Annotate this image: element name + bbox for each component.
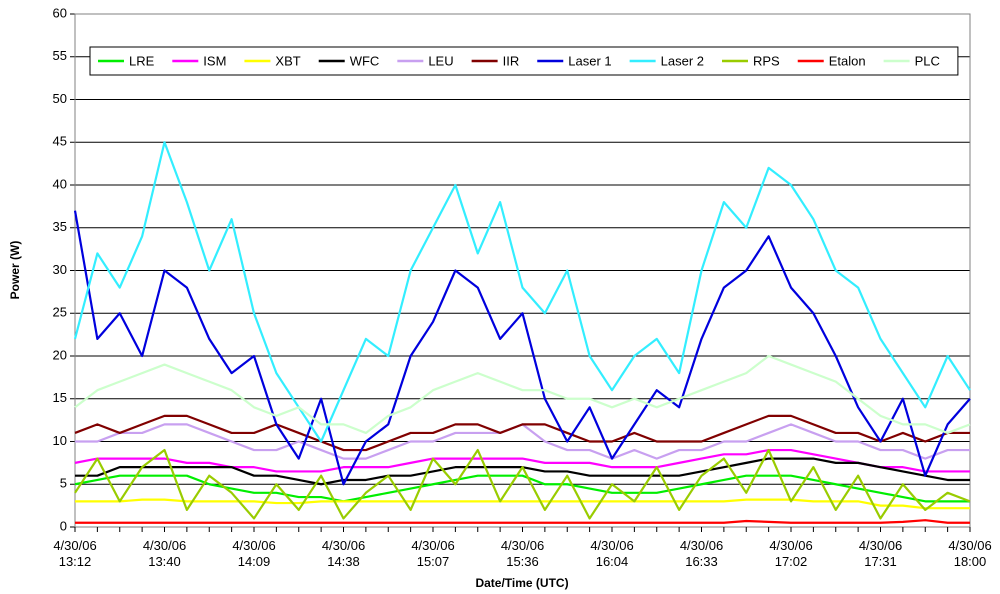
legend-label: Laser 2 [661,53,704,68]
series-line [75,498,970,510]
y-tick-label: 25 [53,305,67,320]
x-tick-label: 4/30/06 14:38 [321,538,366,569]
legend-label: LRE [129,53,155,68]
legend-label: RPS [753,53,780,68]
series-line [73,210,971,486]
series-line [73,141,971,443]
y-tick-label: 20 [53,347,67,362]
y-tick-label: 10 [53,433,67,448]
x-tick-label: 4/30/06 16:04 [590,538,634,569]
legend-label: PLC [915,53,940,68]
series-line [74,448,971,520]
legend-label: LEU [428,53,453,68]
legend-label: ISM [203,53,226,68]
y-tick-label: 60 [53,5,67,20]
legend: LRE ISM XBT WFC LEU IIR Laser 1 Laser 2 RPS Etalo… [89,46,959,76]
x-tick-label: 4/30/06 16:33 [679,538,724,569]
x-tick-label: 4/30/06 17:02 [769,538,813,569]
y-tick-label: 45 [53,134,67,149]
legend-label: XBT [275,53,300,68]
y-tick-label: 30 [53,262,67,277]
x-tick-label: 4/30/06 17:31 [858,538,903,569]
x-axis-title: Date/Time (UTC) [475,576,568,590]
y-tick-label: 0 [60,518,67,533]
legend-label: IIR [503,53,520,68]
x-tick-label: 4/30/06 14:09 [232,538,276,569]
y-axis-title: Power (W) [8,241,22,300]
y-tick-label: 55 [53,48,67,63]
series-line [74,448,970,473]
series-line [74,474,970,503]
x-tick-label: 4/30/06 15:07 [411,538,455,569]
x-tick-label: 4/30/06 13:40 [142,538,187,569]
legend-label: WFC [350,53,380,68]
y-tick-label: 5 [60,476,67,491]
y-tick-label: 40 [53,176,67,191]
legend-label: Etalon [829,53,866,68]
series-line [74,354,971,435]
series-line [75,519,970,524]
x-tick-label: 4/30/06 18:00 [948,538,992,569]
x-tick-label: 4/30/06 15:36 [500,538,545,569]
series-line [74,414,970,452]
y-tick-label: 15 [53,390,67,405]
y-tick-label: 50 [53,91,67,106]
legend-label: Laser 1 [568,53,611,68]
legend-box [89,46,959,76]
y-tick-label: 35 [53,219,67,234]
x-tick-label: 4/30/06 13:12 [53,538,97,569]
